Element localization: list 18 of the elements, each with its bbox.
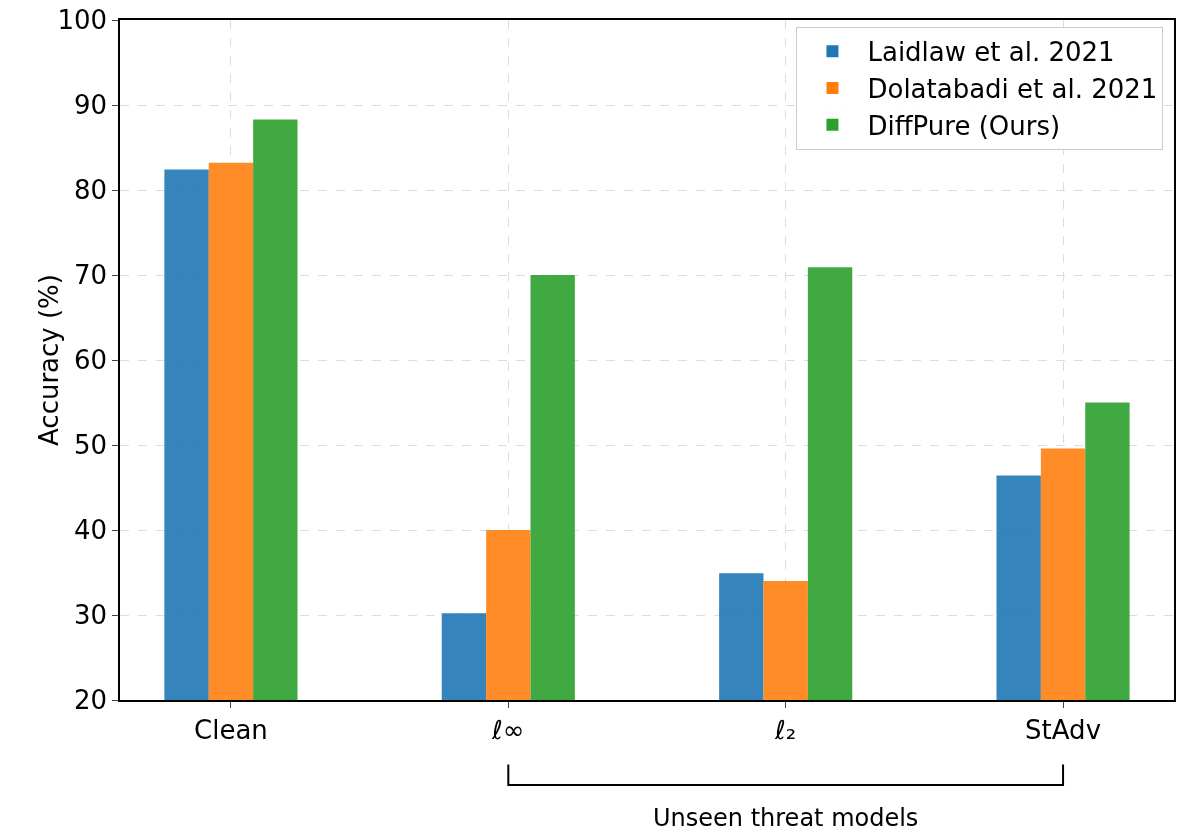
- legend-label: Dolatabadi et al. 2021: [867, 74, 1158, 105]
- y-tick-label: 80: [73, 175, 108, 206]
- x-tick-label: ℓ₂: [774, 714, 797, 745]
- y-tick-label: 20: [73, 685, 108, 716]
- y-tick-label: 70: [73, 260, 108, 291]
- x-tick-label: Clean: [194, 714, 268, 745]
- y-tick-label: 40: [73, 515, 108, 546]
- text: Unseen threat models: [653, 804, 919, 832]
- y-tick-label: 60: [73, 345, 108, 376]
- legend-label: Laidlaw et al. 2021: [867, 37, 1115, 68]
- y-tick-label: 30: [73, 600, 108, 631]
- y-axis-title: Accuracy (%): [33, 274, 64, 446]
- y-tick-label: 50: [73, 430, 108, 461]
- y-tick-label: 100: [57, 5, 108, 36]
- x-tick-label: StAdv: [1025, 714, 1102, 745]
- legend-label: DiffPure (Ours): [867, 110, 1061, 141]
- y-tick-label: 90: [73, 90, 108, 121]
- x-tick-label: ℓ∞: [491, 714, 525, 745]
